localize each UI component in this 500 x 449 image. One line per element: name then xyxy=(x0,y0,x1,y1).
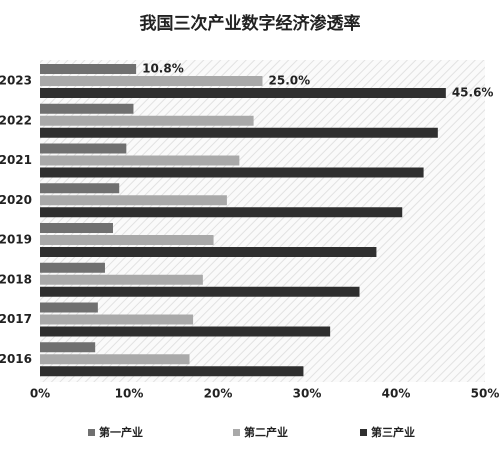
y-tick-label: 2022 xyxy=(0,113,32,127)
legend-label: 第三产业 xyxy=(371,425,415,439)
y-tick-label: 2023 xyxy=(0,74,32,88)
chart-title: 我国三次产业数字经济渗透率 xyxy=(140,13,361,34)
bar xyxy=(40,143,127,154)
bar xyxy=(40,262,105,273)
bar xyxy=(40,167,424,178)
x-tick-label: 30% xyxy=(293,387,322,401)
bar xyxy=(40,115,254,126)
bar xyxy=(40,274,203,285)
y-tick-label: 2016 xyxy=(0,352,32,366)
bar xyxy=(40,223,113,233)
bar xyxy=(40,76,263,86)
legend-label: 第二产业 xyxy=(244,425,288,439)
bar xyxy=(40,314,194,325)
bar xyxy=(40,103,134,114)
legend-label: 第一产业 xyxy=(99,425,143,439)
bar xyxy=(40,286,360,297)
bar xyxy=(40,366,304,377)
x-tick-label: 10% xyxy=(115,387,144,401)
data-label: 10.8% xyxy=(142,62,184,76)
y-tick-label: 2020 xyxy=(0,193,32,207)
data-label: 45.6% xyxy=(452,86,494,100)
y-tick-label: 2021 xyxy=(0,153,32,167)
bar xyxy=(40,127,438,138)
legend-swatch xyxy=(233,429,240,436)
x-tick-label: 40% xyxy=(382,387,411,401)
bar xyxy=(40,195,227,206)
bar xyxy=(40,326,331,337)
legend-swatch xyxy=(360,429,367,436)
x-tick-label: 50% xyxy=(471,387,500,401)
bar xyxy=(40,183,120,194)
bar xyxy=(40,64,137,74)
bar xyxy=(40,235,214,245)
bar xyxy=(40,155,240,166)
bar xyxy=(40,342,96,353)
legend-swatch xyxy=(88,429,95,436)
bar xyxy=(40,302,98,313)
data-label: 25.0% xyxy=(269,74,311,88)
y-tick-label: 2017 xyxy=(0,312,32,326)
y-tick-label: 2019 xyxy=(0,233,32,247)
x-tick-label: 20% xyxy=(204,387,233,401)
bar xyxy=(40,247,377,257)
bar xyxy=(40,207,403,218)
bar xyxy=(40,354,190,365)
bar xyxy=(40,88,446,98)
y-tick-label: 2018 xyxy=(0,272,32,286)
x-tick-label: 0% xyxy=(30,387,50,401)
